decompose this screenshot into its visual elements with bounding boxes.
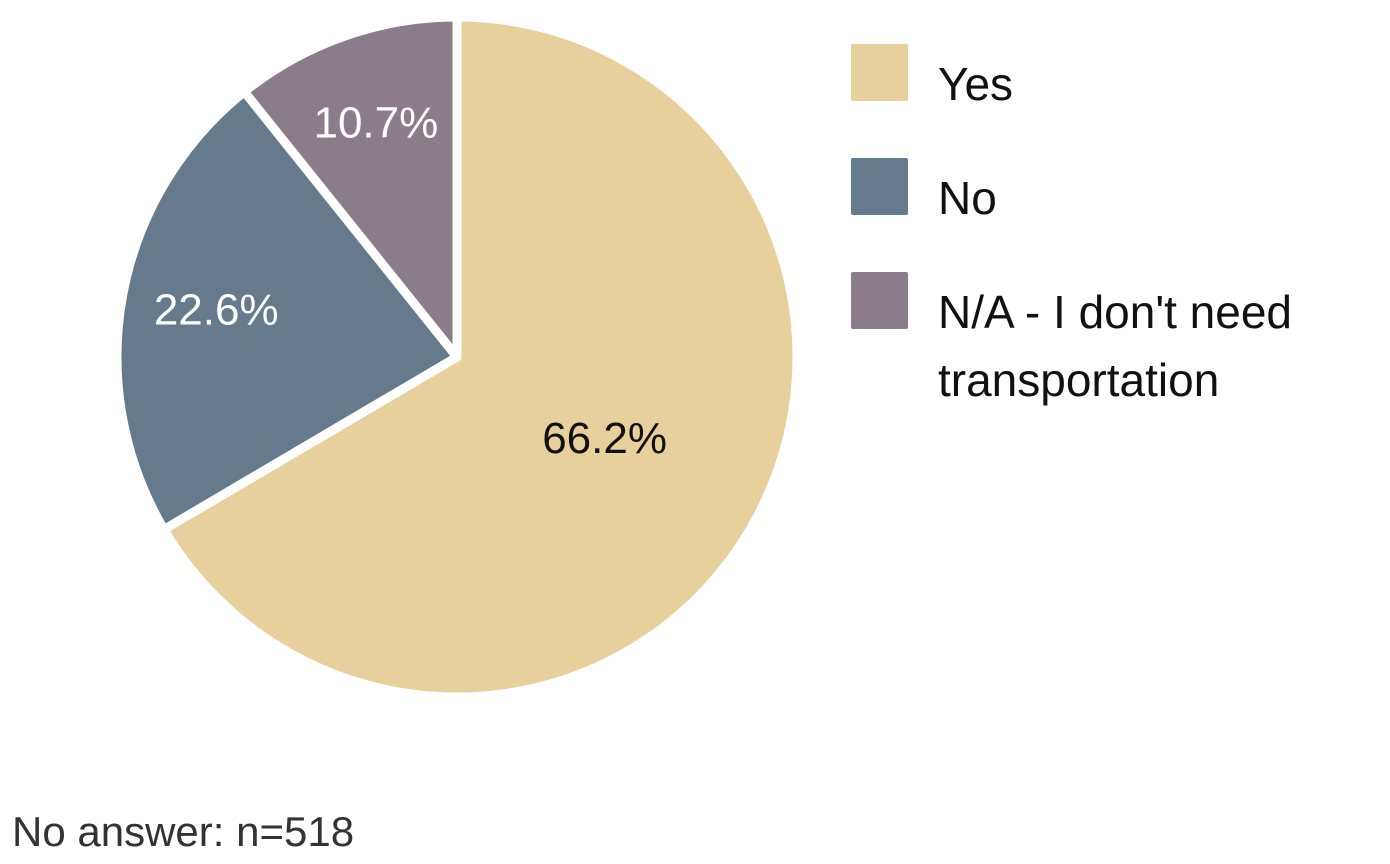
pie-slice	[239, 12, 462, 362]
legend-swatch	[851, 158, 908, 215]
legend-item: Yes	[851, 44, 1381, 118]
legend-item: N/A - I don't need transportation	[851, 272, 1381, 414]
pie-slice	[112, 87, 462, 534]
slice-label: 22.6%	[154, 285, 279, 334]
legend-label: No	[938, 172, 997, 224]
legend-label: N/A - I don't need transportation	[938, 286, 1293, 406]
slice-label: 66.2%	[542, 414, 667, 463]
note: No answer: n=518	[12, 808, 355, 855]
legend: Yes No N/A - I don't need transportation	[851, 44, 1381, 454]
slice-label: 10.7%	[313, 99, 438, 148]
legend-label: Yes	[938, 58, 1014, 110]
legend-swatch	[851, 44, 908, 101]
legend-swatch	[851, 272, 908, 329]
pie-slice	[159, 12, 802, 702]
legend-item: No	[851, 158, 1381, 232]
